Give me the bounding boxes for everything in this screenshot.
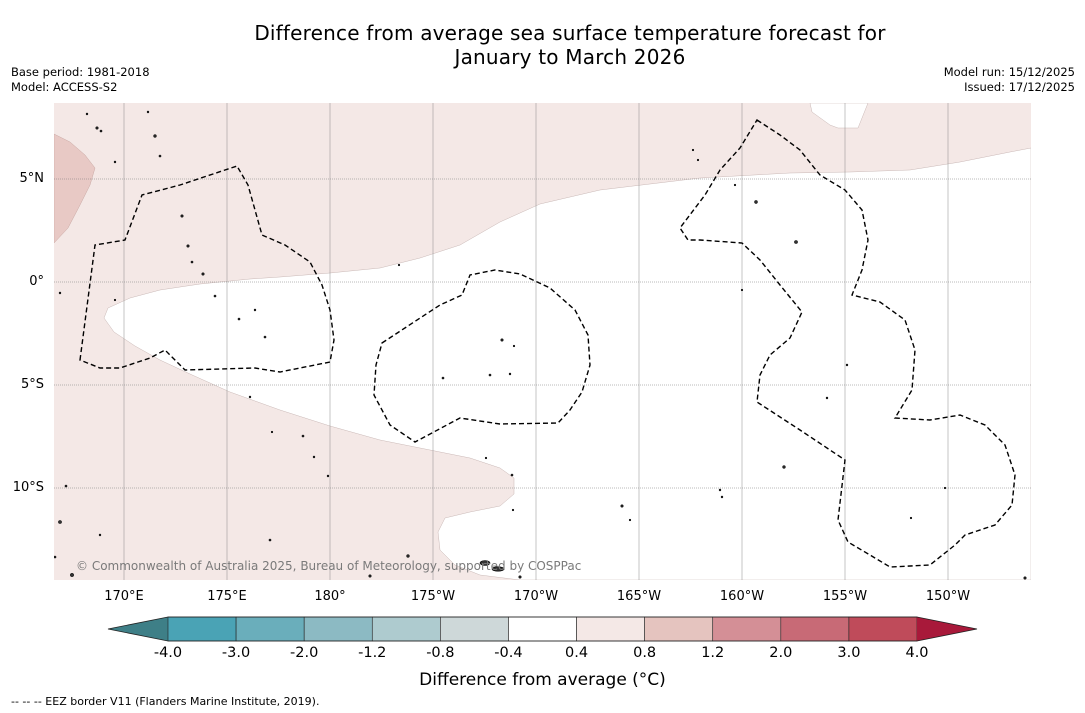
neutral-region xyxy=(103,147,1031,580)
colorbar-tick: 0.4 xyxy=(565,645,589,661)
map-title: Difference from average sea surface temp… xyxy=(0,21,1085,69)
colorbar-tick: 0.8 xyxy=(633,645,657,661)
lon-label-175e: 175°E xyxy=(207,589,247,604)
meta-left: Base period: 1981-2018 Model: ACCESS-S2 xyxy=(11,65,150,95)
copyright-notice: © Commonwealth of Australia 2025, Bureau… xyxy=(76,559,582,573)
colorbar-under-triangle xyxy=(108,617,168,641)
colorbar-outline xyxy=(107,616,978,642)
warmer-anomaly-region xyxy=(54,133,96,244)
colorbar-tick: 2.0 xyxy=(769,645,793,661)
colorbar-tick: -4.0 xyxy=(153,645,183,661)
colorbar-bin xyxy=(780,616,850,642)
lon-label-180: 180° xyxy=(314,589,346,604)
colorbar-bin xyxy=(167,616,237,642)
colorbar-bin xyxy=(371,616,441,642)
eez-borders xyxy=(79,119,1016,568)
lat-label-10s: 10°S xyxy=(12,480,44,495)
lat-label-5n: 5°N xyxy=(19,171,45,186)
colorbar-tick: 1.2 xyxy=(701,645,725,661)
colorbar-label: Difference from average (°C) xyxy=(419,670,666,690)
meta-right: Model run: 15/12/2025 Issued: 17/12/2025 xyxy=(944,65,1075,95)
lon-label-170e: 170°E xyxy=(104,589,144,604)
model-run: Model run: 15/12/2025 xyxy=(943,65,1075,79)
neutral-notch xyxy=(809,103,869,129)
lon-label-170w: 170°W xyxy=(513,589,559,604)
colorbar-bin xyxy=(235,616,305,642)
colorbar-tick: -0.4 xyxy=(494,645,523,661)
colorbar-tick: -2.0 xyxy=(290,645,319,661)
lat-label-0: 0° xyxy=(29,274,44,289)
issued-date: Issued: 17/12/2025 xyxy=(964,80,1075,94)
colorbar-bin xyxy=(576,616,645,642)
lon-gridlines xyxy=(123,103,949,580)
lon-label-150w: 150°W xyxy=(925,589,971,604)
lon-label-155w: 155°W xyxy=(822,589,868,604)
colorbar-tick: 3.0 xyxy=(837,645,861,661)
colorbar-bin xyxy=(508,616,577,642)
lat-gridlines xyxy=(54,178,1031,489)
colorbar-over-triangle xyxy=(917,617,977,641)
colorbar-bin xyxy=(848,616,918,642)
model-name: Model: ACCESS-S2 xyxy=(11,80,118,94)
colorbar-bin xyxy=(440,616,509,642)
eez-line-islands xyxy=(679,119,1016,568)
lon-label-160w: 160°W xyxy=(719,589,765,604)
colorbar-bin xyxy=(712,616,782,642)
colorbar-tick: -1.2 xyxy=(358,645,387,661)
lon-label-175w: 175°W xyxy=(410,589,456,604)
lat-label-5s: 5°S xyxy=(20,377,44,392)
colorbar-tick: 4.0 xyxy=(905,645,929,661)
lon-label-165w: 165°W xyxy=(616,589,662,604)
colorbar-bin xyxy=(303,616,373,642)
colorbar xyxy=(107,616,978,642)
title-line-2: January to March 2026 xyxy=(454,45,686,69)
colorbar-bin xyxy=(644,616,714,642)
islands xyxy=(54,110,1027,580)
title-line-1: Difference from average sea surface temp… xyxy=(254,21,886,45)
colorbar-tick: -3.0 xyxy=(221,645,251,661)
eez-phoenix xyxy=(373,269,591,443)
eez-footnote: -- -- -- EEZ border V11 (Flanders Marine… xyxy=(11,695,320,708)
base-period: Base period: 1981-2018 xyxy=(11,65,150,79)
map-area xyxy=(54,103,1031,580)
colorbar-tick: -0.8 xyxy=(426,645,455,661)
